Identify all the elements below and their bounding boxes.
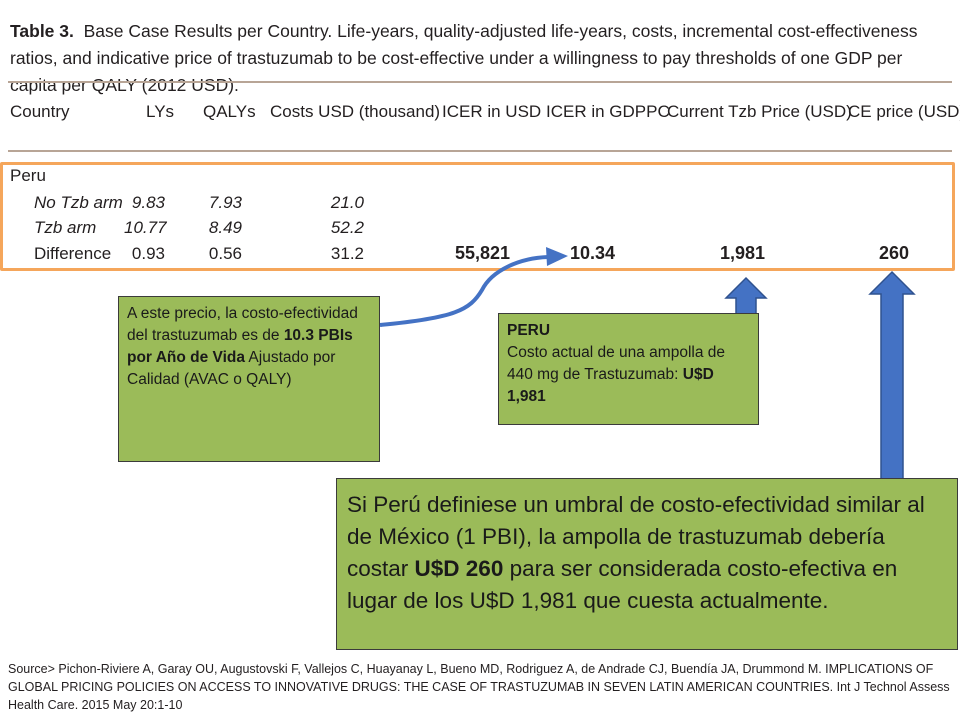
curved-arrow-head <box>546 247 568 266</box>
row-qalys: 8.49 <box>208 218 242 237</box>
header-qalys: QALYs <box>203 102 256 121</box>
callout-peru-bold: U$D 1,981 <box>507 366 714 405</box>
row-icer-gdppc: 10.34 <box>570 243 616 263</box>
caption-rule <box>8 81 952 83</box>
table-label: Table 3. <box>10 21 74 41</box>
callout-peru-price: PERU Costo actual de una ampolla de 440 … <box>498 313 759 425</box>
callout-main-text-end: para ser considerada costo-efectiva en l… <box>347 556 898 613</box>
callout-icer-text: A este precio, la costo-efectividad del … <box>127 305 358 344</box>
row-costs: 31.2 <box>330 244 364 263</box>
row-lys: 10.77 <box>124 218 167 237</box>
row-lys: 9.83 <box>131 193 165 212</box>
row-costs: 21.0 <box>330 193 364 212</box>
callout-icer-text-end: Ajustado por Calidad (AVAC o QALY) <box>127 349 336 388</box>
callout-peru-text: Costo actual de una ampolla de 440 mg de… <box>507 344 726 383</box>
country-peru: Peru <box>10 166 46 185</box>
source-citation: Source> Pichon-Riviere A, Garay OU, Augu… <box>8 662 950 712</box>
header-lys: LYs <box>146 102 175 121</box>
header-icer-usd: ICER in USD <box>442 102 542 121</box>
header-ce-price: CE price (USD) <box>848 102 960 121</box>
row-qalys: 0.56 <box>208 244 242 263</box>
row-current-price: 1,981 <box>720 243 766 263</box>
row-label: Difference <box>34 244 112 263</box>
peru-data-highlight <box>0 162 955 271</box>
header-icer-gdppc: ICER in GDPPC <box>546 102 670 121</box>
callout-icer-explanation: A este precio, la costo-efectividad del … <box>118 296 380 462</box>
header-country: Country <box>10 102 70 121</box>
callout-main-bold: U$D 260 <box>414 556 504 581</box>
row-icer-usd: 55,821 <box>455 243 511 263</box>
callout-main-text: Si Perú definiese un umbral de costo-efe… <box>347 492 925 581</box>
header-costs: Costs USD (thousand) <box>270 102 441 121</box>
callout-icer-bold: 10.3 PBIs por Año de Vida <box>127 327 353 366</box>
header-rule <box>8 150 952 152</box>
up-arrow-ce-price <box>868 270 916 481</box>
row-costs: 52.2 <box>330 218 364 237</box>
table-caption: Table 3. Base Case Results per Country. … <box>10 18 950 99</box>
callout-peru-title: PERU <box>507 322 551 339</box>
callout-threshold-conclusion: Si Perú definiese un umbral de costo-efe… <box>336 478 958 650</box>
header-current-price: Current Tzb Price (USD) <box>667 102 852 121</box>
table-caption-text: Base Case Results per Country. Life-year… <box>10 21 918 95</box>
curved-arrow-connector <box>379 255 549 327</box>
row-label: Tzb arm <box>34 218 97 237</box>
row-lys: 0.93 <box>131 244 165 263</box>
row-ce-price: 260 <box>879 243 910 263</box>
row-qalys: 7.93 <box>208 193 242 212</box>
row-label: No Tzb arm <box>34 193 123 212</box>
